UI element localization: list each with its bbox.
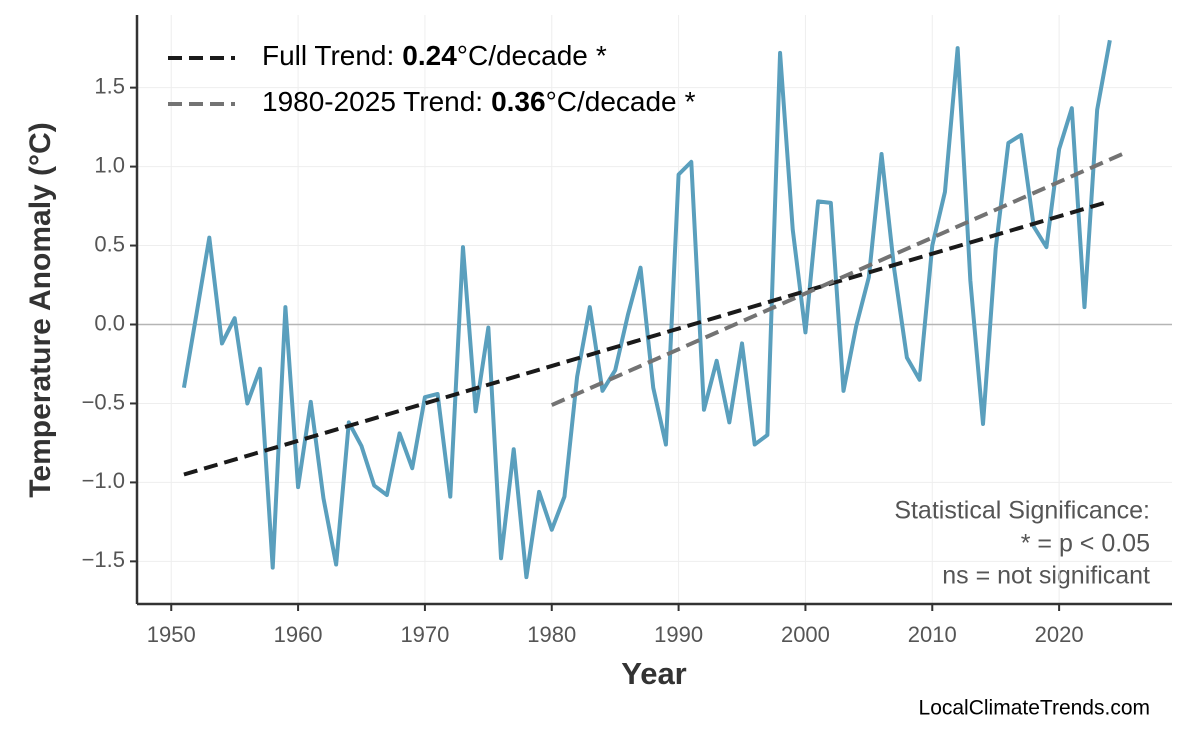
- x-tick-label: 2010: [908, 622, 957, 647]
- legend-unit: °C/decade: [457, 40, 588, 71]
- legend-significance: *: [685, 86, 696, 117]
- x-tick-label: 1970: [400, 622, 449, 647]
- legend-entry: 1980-2025 Trend: 0.36°C/decade *: [262, 86, 696, 117]
- legend-significance: *: [596, 40, 607, 71]
- y-tick-label: −1.5: [82, 547, 125, 572]
- x-tick-label: 1950: [147, 622, 196, 647]
- y-tick-label: −1.0: [82, 468, 125, 493]
- y-tick-label: 0.0: [94, 310, 125, 335]
- annotation: ns = not significant: [942, 562, 1150, 590]
- source: LocalClimateTrends.com: [919, 697, 1150, 720]
- data-line: [181, 39, 1112, 580]
- legend-slope: 0.24: [402, 40, 457, 71]
- x-tick-label: 2000: [781, 622, 830, 647]
- legend-name: Full Trend:: [262, 40, 394, 71]
- y-tick-label: 1.5: [94, 73, 125, 98]
- annotation: Statistical Significance:: [894, 497, 1150, 525]
- x-axis-title: Year: [621, 656, 687, 691]
- y-tick-label: 1.0: [94, 152, 125, 177]
- x-tick-label: 2020: [1035, 622, 1084, 647]
- annotation: * = p < 0.05: [1021, 530, 1150, 558]
- x-tick-label: 1960: [274, 622, 323, 647]
- legend-entry: Full Trend: 0.24°C/decade *: [262, 40, 607, 71]
- legend-unit: °C/decade: [546, 86, 677, 117]
- y-axis-title: Temperature Anomaly (°C): [24, 122, 57, 497]
- x-tick-label: 1990: [654, 622, 703, 647]
- legend-name: 1980-2025 Trend:: [262, 86, 483, 117]
- y-tick-label: −0.5: [82, 389, 125, 414]
- y-tick-label: 0.5: [94, 231, 125, 256]
- legend-slope: 0.36: [491, 86, 546, 117]
- x-tick-label: 1980: [527, 622, 576, 647]
- trend-line: [183, 199, 1111, 477]
